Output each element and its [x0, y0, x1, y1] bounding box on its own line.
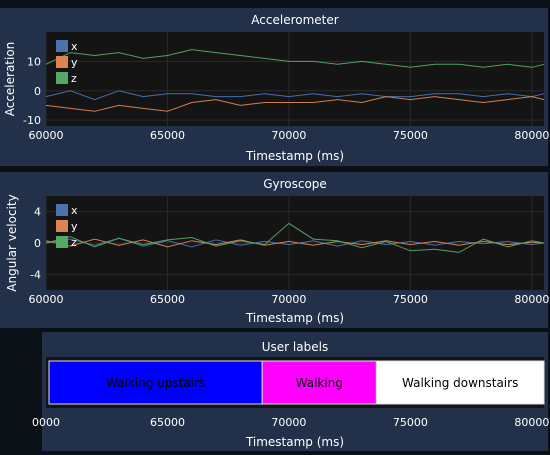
- legend-swatch-x: [56, 40, 68, 52]
- legend-label-z: z: [71, 236, 77, 249]
- x-tick-label: 75000: [393, 129, 428, 142]
- accelerometer-plot-area: [46, 32, 544, 126]
- legend-swatch-y: [56, 56, 68, 68]
- gyroscope-title: Gyroscope: [263, 177, 327, 191]
- x-tick-label: 80000: [514, 416, 549, 429]
- series-line-y: [45, 96, 545, 112]
- x-tick-label: 70000: [271, 416, 306, 429]
- x-tick-label: 70000: [271, 293, 306, 306]
- series-line-y: [45, 238, 545, 248]
- gyroscope-ylabel: Angular velocity: [5, 194, 19, 291]
- legend-swatch-y: [56, 220, 68, 232]
- y-tick-label: 0: [34, 85, 41, 98]
- legend-label-y: y: [71, 56, 78, 69]
- accelerometer-ylabel: Acceleration: [3, 42, 17, 117]
- user-labels-title: User labels: [262, 340, 328, 354]
- x-tick-label: 65000: [150, 416, 185, 429]
- legend-swatch-z: [56, 72, 68, 84]
- series-line-x: [45, 90, 545, 101]
- gyroscope-xlabel: Timestamp (ms): [245, 311, 344, 325]
- x-tick-label: 60000: [29, 129, 64, 142]
- y-tick-label: -4: [30, 268, 41, 281]
- x-tick-label: 80000: [514, 293, 549, 306]
- series-line-z: [45, 222, 545, 253]
- x-tick-label: 75000: [393, 293, 428, 306]
- accelerometer-xlabel: Timestamp (ms): [245, 149, 344, 163]
- legend-swatch-x: [56, 204, 68, 216]
- user-labels-xlabel: Timestamp (ms): [245, 435, 344, 449]
- user-labels-left-gutter: [0, 332, 42, 451]
- label-segment: [48, 360, 263, 405]
- label-segment: [261, 360, 377, 405]
- legend-label-x: x: [71, 204, 78, 217]
- x-tick-label: 0000: [32, 416, 60, 429]
- y-tick-label: 10: [27, 55, 41, 68]
- x-tick-label: 65000: [150, 129, 185, 142]
- label-segment-text: Walking upstairs: [106, 376, 205, 390]
- x-tick-label: 60000: [29, 293, 64, 306]
- legend-label-z: z: [71, 72, 77, 85]
- label-segment-text: Walking downstairs: [402, 376, 518, 390]
- y-tick-label: -10: [23, 114, 41, 127]
- y-tick-label: 4: [34, 206, 41, 219]
- label-segment-text: Walking: [296, 376, 343, 390]
- legend-swatch-z: [56, 236, 68, 248]
- series-line-z: [45, 49, 545, 68]
- accelerometer-title: Accelerometer: [251, 13, 338, 27]
- legend-label-y: y: [71, 220, 78, 233]
- x-tick-label: 70000: [271, 129, 306, 142]
- y-tick-label: 0: [34, 237, 41, 250]
- x-tick-label: 75000: [393, 416, 428, 429]
- x-tick-label: 65000: [150, 293, 185, 306]
- label-segment: [375, 360, 545, 405]
- legend-label-x: x: [71, 40, 78, 53]
- x-tick-label: 80000: [514, 129, 549, 142]
